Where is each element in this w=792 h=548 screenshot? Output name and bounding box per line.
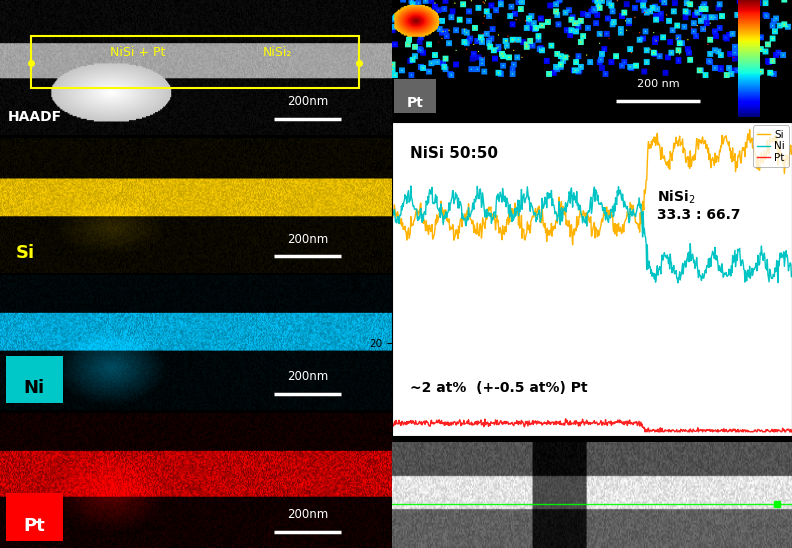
Text: 200nm: 200nm xyxy=(287,95,329,108)
Ni xyxy=(387,207,397,214)
Si xyxy=(683,153,693,159)
Ni xyxy=(717,269,726,276)
Text: 200 nm: 200 nm xyxy=(637,79,680,89)
Si xyxy=(697,140,706,147)
Ni xyxy=(786,273,792,280)
Si xyxy=(387,212,397,219)
Pt xyxy=(743,429,752,435)
Line: Pt: Pt xyxy=(392,419,791,432)
Ni xyxy=(468,199,478,206)
FancyBboxPatch shape xyxy=(394,79,436,113)
Ni xyxy=(743,267,752,273)
Si xyxy=(716,142,725,149)
Ni xyxy=(406,182,416,189)
Pt xyxy=(786,429,792,435)
Legend: Si, Ni, Pt: Si, Ni, Pt xyxy=(753,125,789,167)
Pt xyxy=(640,429,649,435)
Text: Si: Si xyxy=(16,244,35,262)
Text: NiSi₂: NiSi₂ xyxy=(263,47,292,59)
Pt xyxy=(468,420,478,427)
Pt xyxy=(717,426,726,433)
Si xyxy=(468,217,478,224)
Si xyxy=(758,157,767,164)
Text: NiSi + Pt: NiSi + Pt xyxy=(110,47,166,59)
Pt xyxy=(697,426,706,433)
Text: NiSi 50:50: NiSi 50:50 xyxy=(409,146,497,161)
Ni xyxy=(673,279,683,286)
Text: Pt: Pt xyxy=(23,517,45,534)
Text: ~2 at%  (+-0.5 at%) Pt: ~2 at% (+-0.5 at%) Pt xyxy=(409,381,588,395)
FancyBboxPatch shape xyxy=(6,493,63,540)
Pt xyxy=(758,429,767,435)
Si xyxy=(743,135,752,141)
Y-axis label: at%: at% xyxy=(351,267,364,292)
Text: 200nm: 200nm xyxy=(287,508,329,521)
Pt xyxy=(387,419,397,425)
X-axis label: Point number: Point number xyxy=(552,461,632,475)
Si xyxy=(745,127,755,133)
Ni xyxy=(683,258,693,265)
FancyBboxPatch shape xyxy=(6,356,63,403)
Pt xyxy=(561,415,570,422)
Ni xyxy=(758,253,767,259)
Text: NiSi$_2$
33.3 : 66.7: NiSi$_2$ 33.3 : 66.7 xyxy=(657,189,741,222)
Pt xyxy=(683,429,693,435)
Si xyxy=(568,242,577,248)
Line: Si: Si xyxy=(392,130,791,245)
Line: Ni: Ni xyxy=(392,186,791,283)
Text: HAADF: HAADF xyxy=(8,110,62,124)
Text: 200nm: 200nm xyxy=(287,233,329,246)
Text: Pt: Pt xyxy=(407,96,424,110)
Si xyxy=(786,151,792,157)
Text: Ni: Ni xyxy=(24,379,44,397)
Text: 200nm: 200nm xyxy=(287,370,329,384)
Ni xyxy=(697,273,706,279)
